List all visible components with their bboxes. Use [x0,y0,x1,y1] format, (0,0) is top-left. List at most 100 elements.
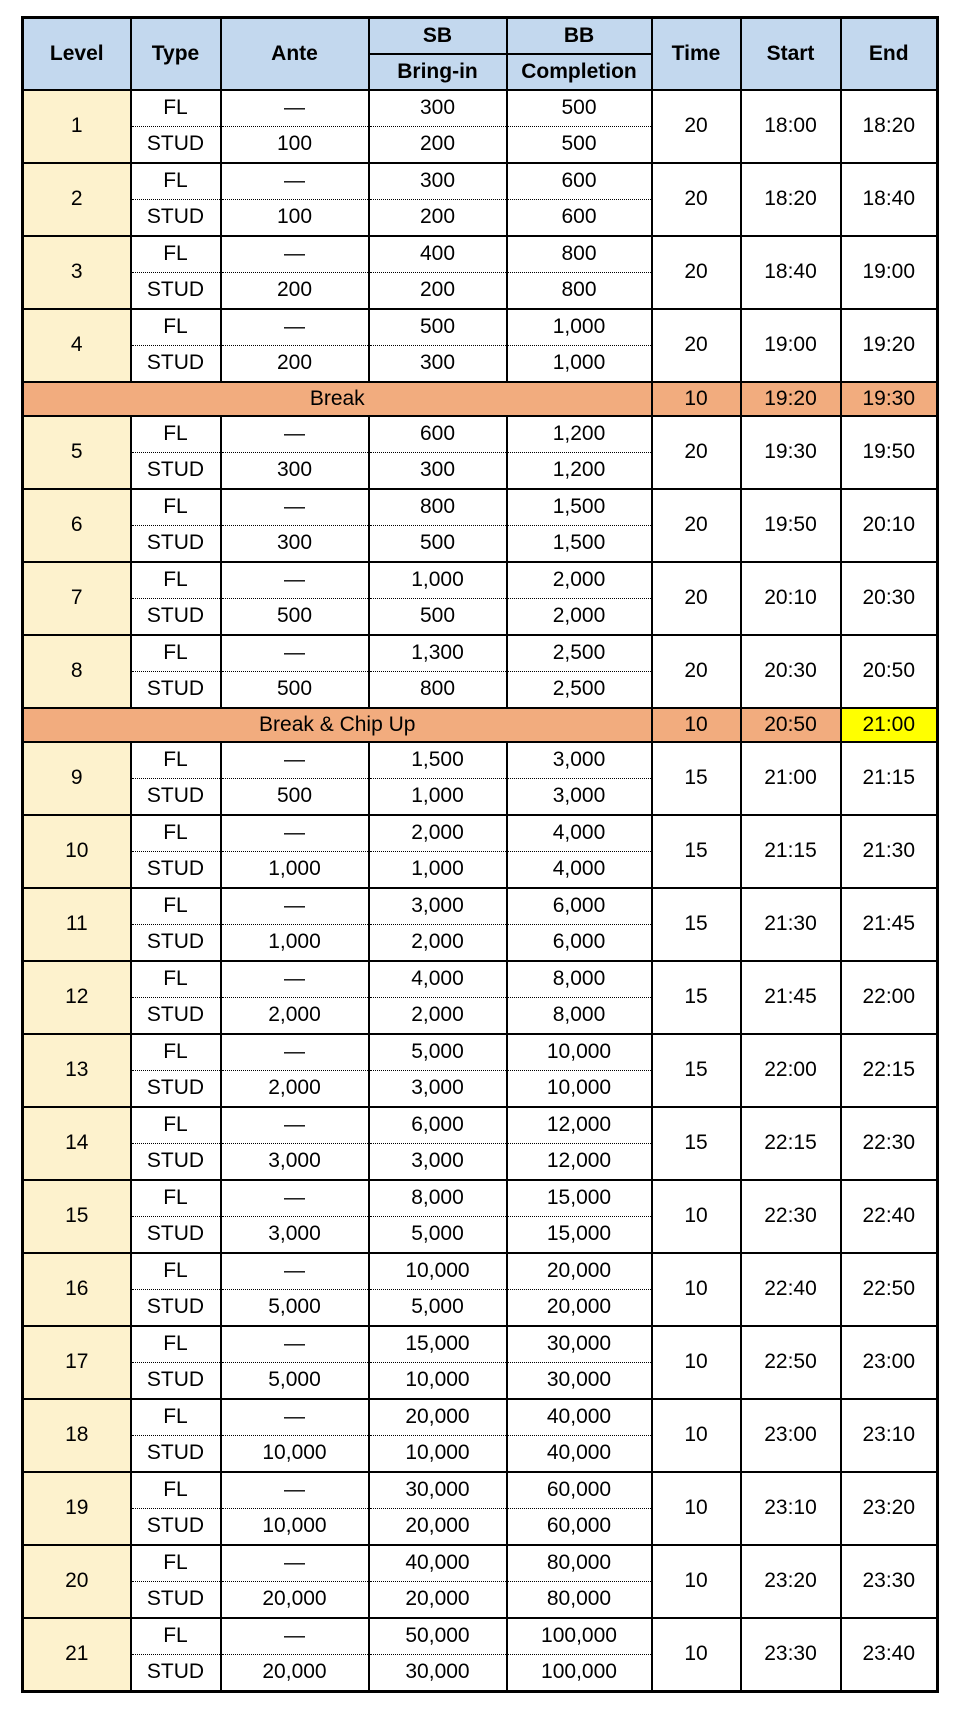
start-cell: 19:50 [739,488,842,563]
level-row-15-fl: 15 FL —8,000 15,000 10 22:30 22:40 [21,1179,939,1254]
sb-cell: 2,000 [367,814,508,852]
bb-cell: 2,000 [505,598,653,636]
start-cell: 19:30 [739,415,842,490]
time-cell: 10 [650,1179,742,1254]
ante-cell: 10,000 [219,1435,370,1473]
bb-cell: 4,000 [505,814,653,852]
level-row-6-stud: STUD 300 500 1,500 [23,525,938,563]
ante-cell: 5,000 [219,1362,370,1400]
header-ante: Ante [219,16,370,91]
ante-cell: — [219,561,370,599]
header-bring-in: Bring-in [367,53,508,91]
ante-cell: — [219,741,370,779]
sb-cell: 2,000 [367,997,508,1035]
type-cell: FL [129,308,222,346]
type-cell: FL [129,887,222,925]
sb-cell: 50,000 [367,1617,508,1655]
time-cell: 20 [650,235,742,310]
type-cell: FL [129,1033,222,1071]
level-row-8-stud: STUD 500 800 2,500 [23,671,938,709]
level-number: 12 [21,960,132,1035]
sb-cell: 3,000 [367,1070,508,1108]
ante-cell: — [219,634,370,672]
bb-cell: 2,500 [505,671,653,709]
end-cell: 21:45 [839,887,939,962]
start-cell: 21:15 [739,814,842,889]
end-cell: 22:15 [839,1033,939,1108]
time-cell: 15 [650,887,742,962]
bb-cell: 2,500 [505,634,653,672]
start-cell: 22:00 [739,1033,842,1108]
ante-cell: 100 [219,126,370,164]
sb-cell: 200 [367,126,508,164]
sb-cell: 600 [367,415,508,453]
level-row-12-fl: 12 FL —4,000 8,000 15 21:45 22:00 [21,960,939,1035]
sb-cell: 1,000 [367,778,508,816]
ante-cell: 3,000 [219,1143,370,1181]
type-cell: FL [129,1325,222,1363]
time-cell: 10 [650,1617,742,1693]
sb-cell: 400 [367,235,508,273]
level-row-19-fl: 19 FL —30,000 60,000 10 23:10 23:20 [21,1471,939,1546]
level-row-11-stud: STUD 1,000 2,000 6,000 [23,924,938,962]
time-cell: 10 [650,707,742,743]
type-cell: FL [129,814,222,852]
type-cell: FL [129,89,222,127]
ante-cell: 3,000 [219,1216,370,1254]
start-cell: 23:20 [739,1544,842,1619]
sb-cell: 1,500 [367,741,508,779]
time-cell: 15 [650,1033,742,1108]
sb-cell: 500 [367,598,508,636]
bb-cell: 500 [505,126,653,164]
bb-cell: 15,000 [505,1216,653,1254]
level-row-16-stud: STUD 5,000 5,000 20,000 [23,1289,938,1327]
level-number: 18 [21,1398,132,1473]
type-cell: STUD [129,272,222,310]
end-cell: 23:00 [839,1325,939,1400]
bb-cell: 10,000 [505,1033,653,1071]
level-number: 9 [21,741,132,816]
bb-cell: 40,000 [505,1435,653,1473]
table-body: 1 FL —300 500 20 18:00 18:20 STUD 100 200 500 2 FL —3… [21,89,939,1693]
ante-cell: — [219,1179,370,1217]
ante-cell: — [219,1033,370,1071]
level-number: 16 [21,1252,132,1327]
ante-cell: 200 [219,345,370,383]
level-row-1-stud: STUD 100 200 500 [23,126,938,164]
ante-cell: 300 [219,525,370,563]
sb-cell: 20,000 [367,1398,508,1436]
level-number: 14 [21,1106,132,1181]
type-cell: STUD [129,452,222,490]
sb-cell: 5,000 [367,1289,508,1327]
level-row-8-fl: 8 FL —1,300 2,500 20 20:30 20:50 [21,634,939,709]
sb-cell: 1,000 [367,851,508,889]
bb-cell: 4,000 [505,851,653,889]
end-cell: 23:20 [839,1471,939,1546]
bb-cell: 1,000 [505,308,653,346]
level-row-17-fl: 17 FL —15,000 30,000 10 22:50 23:00 [21,1325,939,1400]
type-cell: STUD [129,1289,222,1327]
type-cell: FL [129,1471,222,1509]
bb-cell: 40,000 [505,1398,653,1436]
level-row-15-stud: STUD 3,000 5,000 15,000 [23,1216,938,1254]
bb-cell: 600 [505,199,653,237]
sb-cell: 200 [367,272,508,310]
header-type: Type [129,16,222,91]
ante-cell: 500 [219,671,370,709]
bb-cell: 100,000 [505,1617,653,1655]
level-number: 19 [21,1471,132,1546]
start-cell: 19:20 [739,381,842,417]
bb-cell: 3,000 [505,741,653,779]
blind-structure-table: Level Type Ante SB BB Time Start End Bri… [21,16,939,1693]
sb-cell: 4,000 [367,960,508,998]
sb-cell: 200 [367,199,508,237]
end-cell: 22:40 [839,1179,939,1254]
bb-cell: 2,000 [505,561,653,599]
highlighted-end-cell: 21:00 [839,707,939,743]
end-cell: 23:10 [839,1398,939,1473]
level-row-14-stud: STUD 3,000 3,000 12,000 [23,1143,938,1181]
header-sb: SB [367,16,508,55]
ante-cell: — [219,308,370,346]
level-row-19-stud: STUD 10,000 20,000 60,000 [23,1508,938,1546]
